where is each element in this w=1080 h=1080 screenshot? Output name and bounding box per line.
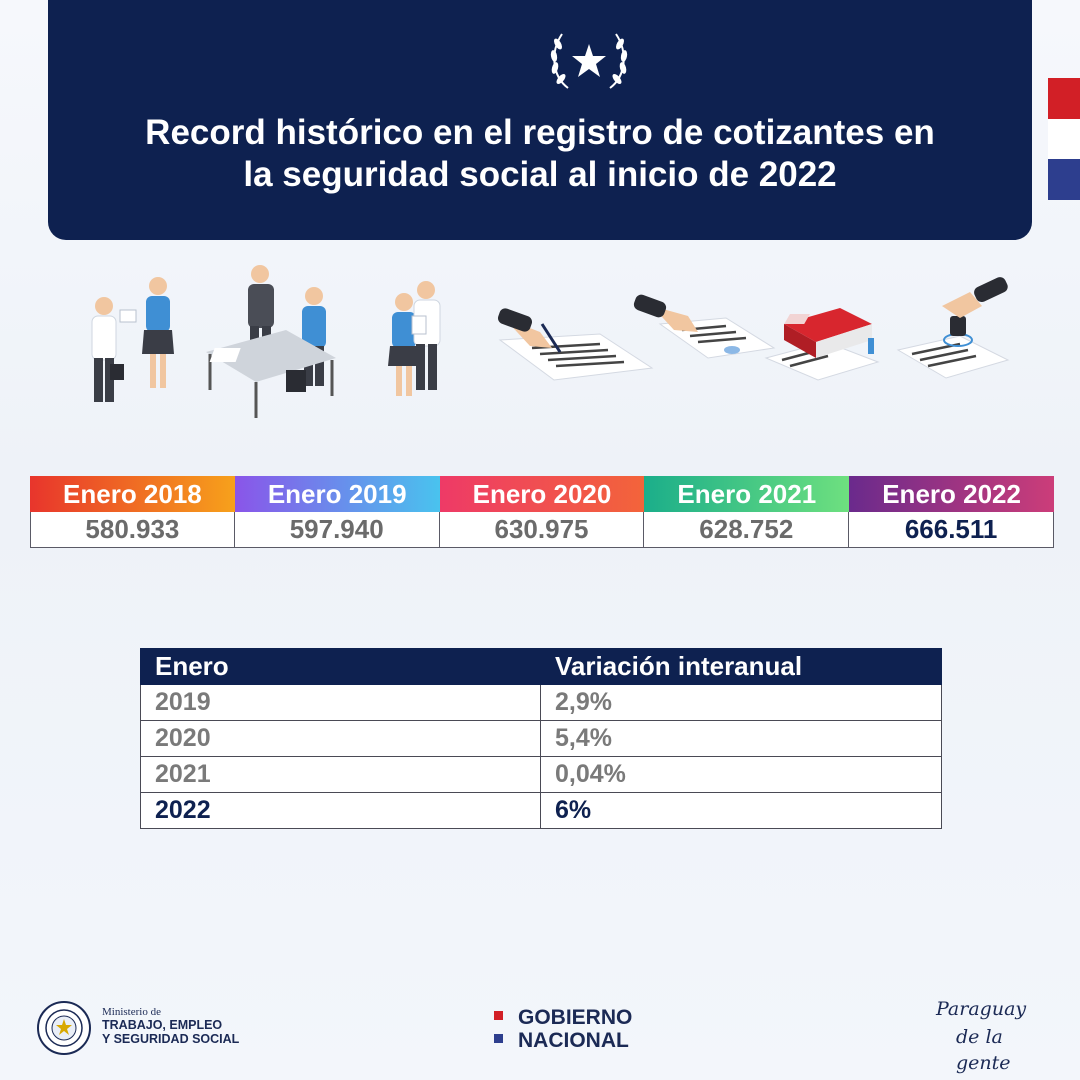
laurel-star-emblem-icon <box>550 33 628 89</box>
stamp-document-icon <box>896 277 1010 379</box>
document-hand-icon <box>633 294 776 359</box>
table-row: 2021 0,04% <box>140 756 942 793</box>
gob-line-2: NACIONAL <box>518 1029 629 1052</box>
colleagues-reading-icon <box>388 281 441 396</box>
red-square-icon <box>494 1011 503 1020</box>
year-value: 580.933 <box>30 512 235 548</box>
table-row: 2019 2,9% <box>140 684 942 721</box>
row-value: 2,9% <box>540 684 942 721</box>
row-value: 5,4% <box>540 720 942 757</box>
ministry-name-line-2: Y SEGURIDAD SOCIAL <box>102 1032 240 1046</box>
law-book-icon <box>764 308 880 381</box>
ministry-logo: Ministerio de TRABAJO, EMPLEO Y SEGURIDA… <box>36 1000 276 1060</box>
page-title: Record histórico en el registro de cotiz… <box>48 112 1032 196</box>
paraguay-flag-icon <box>1048 78 1080 200</box>
row-year: 2022 <box>140 792 541 829</box>
illustrations-strip <box>91 265 1010 418</box>
row-year: 2021 <box>140 756 541 793</box>
year-value: 597.940 <box>234 512 440 548</box>
ministry-small-label: Ministerio de <box>102 1006 161 1018</box>
row-value: 6% <box>540 792 942 829</box>
header-banner: Record histórico en el registro de cotiz… <box>48 0 1032 240</box>
row-year: 2019 <box>140 684 541 721</box>
year-header: Enero 2021 <box>644 476 850 512</box>
slogan-line-2: de la gente <box>956 1026 1011 1074</box>
yearly-contributors-table: Enero 2018 Enero 2019 Enero 2020 Enero 2… <box>30 476 1054 548</box>
column-header: Enero <box>140 648 541 685</box>
ministry-name-line-1: TRABAJO, EMPLEO <box>102 1018 223 1032</box>
table-header-row: Enero Variación interanual <box>140 648 942 685</box>
slogan-line-1: Paraguay <box>936 998 1027 1020</box>
blue-square-icon <box>494 1034 503 1043</box>
year-header: Enero 2019 <box>234 476 440 512</box>
ministry-text: Ministerio de TRABAJO, EMPLEO Y SEGURIDA… <box>102 1006 239 1046</box>
table-row: 2020 5,4% <box>140 720 942 757</box>
year-header: Enero 2022 <box>849 476 1054 512</box>
meeting-desk-icon <box>206 265 336 418</box>
row-value: 0,04% <box>540 756 942 793</box>
people-handshake-icon <box>91 277 174 402</box>
gobierno-nacional-logo: GOBIERNO NACIONAL <box>494 1006 654 1052</box>
paraguay-de-la-gente-logo: Paraguay de la gente <box>932 996 1062 1074</box>
table-row: 2022 6% <box>140 792 942 829</box>
year-header: Enero 2020 <box>439 476 645 512</box>
national-seal-icon <box>37 1001 91 1055</box>
title-line-1: Record histórico en el registro de cotiz… <box>145 113 935 152</box>
column-header: Variación interanual <box>540 648 942 685</box>
year-header: Enero 2018 <box>30 476 235 512</box>
signing-document-icon <box>497 308 654 381</box>
variation-table: Enero Variación interanual 2019 2,9% 202… <box>140 648 942 829</box>
year-value: 628.752 <box>644 512 850 548</box>
row-year: 2020 <box>140 720 541 757</box>
gob-line-1: GOBIERNO <box>518 1006 633 1029</box>
year-value: 666.511 <box>849 512 1054 548</box>
year-value: 630.975 <box>439 512 645 548</box>
title-line-2: la seguridad social al inicio de 2022 <box>243 155 837 194</box>
